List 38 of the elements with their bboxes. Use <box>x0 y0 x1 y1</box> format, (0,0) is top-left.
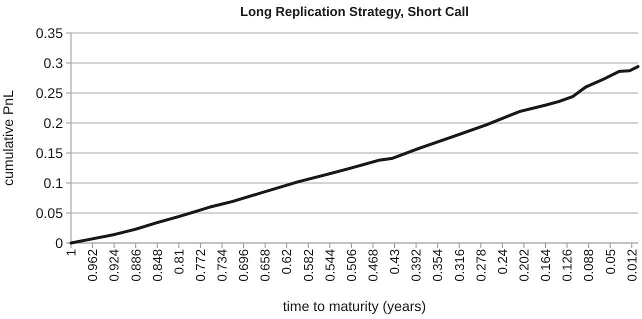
x-tick-label: 0.316 <box>452 249 467 282</box>
x-tick-label: 0.962 <box>85 249 100 282</box>
x-tick-label: 0.468 <box>365 249 380 282</box>
x-tick-label: 0.392 <box>408 249 424 282</box>
x-tick-label: 0.886 <box>128 249 144 282</box>
x-tick-label: 0.848 <box>150 249 165 282</box>
x-tick-label: 0.202 <box>516 249 532 282</box>
y-tick-label: 0.15 <box>36 144 64 161</box>
x-tick-label: 0.658 <box>258 249 273 282</box>
x-tick-label: 0.088 <box>581 249 596 282</box>
x-tick-label: 0.012 <box>624 249 640 282</box>
x-tick-label: 0.05 <box>602 249 618 274</box>
x-tick-label: 0.62 <box>279 249 294 274</box>
x-tick-label: 0.544 <box>322 249 338 282</box>
x-tick-label: 0.734 <box>214 249 230 282</box>
y-tick-label: 0.05 <box>36 204 64 221</box>
x-tick-label: 0.43 <box>387 249 402 274</box>
x-tick-label: 0.81 <box>171 249 186 274</box>
y-axis-title: cumulative PnL <box>0 90 16 186</box>
x-tick-label: 0.772 <box>192 249 208 282</box>
y-tick-label: 0.35 <box>36 24 64 41</box>
chart-title: Long Replication Strategy, Short Call <box>240 4 469 19</box>
x-tick-label: 0.24 <box>494 249 510 274</box>
x-tick-label: 0.278 <box>473 249 488 282</box>
x-tick-label: 0.126 <box>560 249 575 282</box>
x-tick-label: 0.164 <box>538 249 554 282</box>
x-tick-label: 0.582 <box>300 249 316 282</box>
y-tick-label: 0.3 <box>44 54 64 71</box>
x-tick-label: 0.354 <box>430 249 446 282</box>
y-tick-label: 0 <box>55 234 64 251</box>
x-tick-label: 0.506 <box>344 249 359 282</box>
x-axis-title: time to maturity (years) <box>282 298 426 314</box>
y-tick-label: 0.2 <box>44 114 64 131</box>
y-tick-label: 0.1 <box>44 174 64 191</box>
x-tick-label: 0.924 <box>106 249 122 282</box>
x-tick-label: 0.696 <box>236 249 252 282</box>
y-tick-label: 0.25 <box>36 84 64 101</box>
x-tick-label: 1 <box>64 249 79 256</box>
